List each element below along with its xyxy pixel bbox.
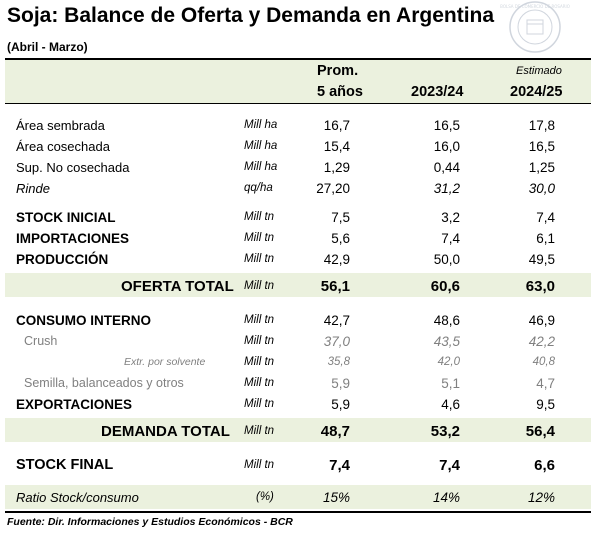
row-label-semilla: Semilla, balanceados y otros <box>24 376 184 390</box>
row-unit-rinde: qq/ha <box>244 182 273 194</box>
row-label-importaciones: IMPORTACIONES <box>16 231 130 246</box>
value-5yr-rinde: 27,20 <box>316 181 350 196</box>
page-subtitle: (Abril - Marzo) <box>7 40 88 54</box>
value-2024-exportaciones: 9,5 <box>536 397 555 412</box>
row-label-extr-solvente: Extr. por solvente <box>124 356 206 368</box>
value-2024-semilla: 4,7 <box>536 376 555 391</box>
value-2023-stock-final: 7,4 <box>439 457 460 474</box>
value-2023-produccion: 50,0 <box>433 252 460 267</box>
oferta-total-band <box>5 273 591 297</box>
row-label-stock-final: STOCK FINAL <box>16 457 114 473</box>
row-label-area-cosechada: Área cosechada <box>16 139 110 154</box>
value-5yr-demanda-total: 48,7 <box>320 423 350 440</box>
row-unit-stock-final: Mill tn <box>244 459 275 471</box>
value-5yr-crush: 37,0 <box>323 334 350 349</box>
value-2023-stock-inicial: 3,2 <box>441 210 460 225</box>
row-unit-area-sembrada: Mill ha <box>244 119 278 131</box>
row-label-produccion: PRODUCCIÓN <box>16 252 109 267</box>
value-2023-consumo-interno: 48,6 <box>433 313 460 328</box>
value-2024-produccion: 49,5 <box>528 252 555 267</box>
value-5yr-sup-no-cosechada: 1,29 <box>323 160 350 175</box>
source-note: Fuente: Dir. Informaciones y Estudios Ec… <box>7 516 293 528</box>
row-unit-importaciones: Mill tn <box>244 232 275 244</box>
value-2023-crush: 43,5 <box>433 334 460 349</box>
value-5yr-produccion: 42,9 <box>323 252 350 267</box>
row-label-demanda-total: DEMANDA TOTAL <box>101 423 230 440</box>
row-label-crush: Crush <box>24 334 58 348</box>
value-5yr-stock-inicial: 7,5 <box>331 210 350 225</box>
bottom-rule <box>5 511 591 513</box>
value-5yr-semilla: 5,9 <box>331 376 350 391</box>
value-2023-exportaciones: 4,6 <box>441 397 460 412</box>
row-unit-sup-no-cosechada: Mill ha <box>244 161 278 173</box>
value-2024-area-sembrada: 17,8 <box>528 118 555 133</box>
row-label-exportaciones: EXPORTACIONES <box>16 397 133 412</box>
header-rule <box>5 103 591 104</box>
value-2023-area-sembrada: 16,5 <box>433 118 460 133</box>
value-5yr-importaciones: 5,6 <box>331 231 350 246</box>
row-label-ratio: Ratio Stock/consumo <box>16 490 139 505</box>
value-5yr-oferta-total: 56,1 <box>320 278 350 295</box>
row-label-sup-no-cosechada: Sup. No cosechada <box>16 160 130 175</box>
value-2023-ratio: 14% <box>432 490 460 505</box>
value-2023-area-cosechada: 16,0 <box>433 139 460 154</box>
value-2024-area-cosechada: 16,5 <box>528 139 555 154</box>
value-5yr-area-cosechada: 15,4 <box>323 139 350 154</box>
value-2024-stock-final: 6,6 <box>534 457 555 474</box>
row-label-stock-inicial: STOCK INICIAL <box>16 210 116 225</box>
value-2023-importaciones: 7,4 <box>441 231 460 246</box>
value-2024-importaciones: 6,1 <box>536 231 555 246</box>
row-unit-semilla: Mill tn <box>244 377 275 389</box>
row-unit-extr-solvente: Mill tn <box>244 356 275 368</box>
value-2023-rinde: 31,2 <box>433 181 460 196</box>
demanda-total-band <box>5 418 591 442</box>
row-unit-produccion: Mill tn <box>244 253 275 265</box>
row-label-area-sembrada: Área sembrada <box>16 118 105 133</box>
row-label-consumo-interno: CONSUMO INTERNO <box>16 313 151 328</box>
value-5yr-extr-solvente: 35,8 <box>327 356 350 368</box>
header-band <box>5 60 591 103</box>
value-2024-oferta-total: 63,0 <box>525 278 555 295</box>
col1-header-line2: 5 años <box>317 84 363 100</box>
top-rule <box>5 58 591 60</box>
value-5yr-area-sembrada: 16,7 <box>323 118 350 133</box>
ratio-band <box>5 485 591 509</box>
row-unit-demanda-total: Mill tn <box>244 425 275 437</box>
value-2024-crush: 42,2 <box>528 334 555 349</box>
row-unit-crush: Mill tn <box>244 335 275 347</box>
value-2024-demanda-total: 56,4 <box>525 423 555 440</box>
page-title: Soja: Balance de Oferta y Demanda en Arg… <box>7 4 495 27</box>
col3-header-note: Estimado <box>516 65 562 77</box>
row-unit-area-cosechada: Mill ha <box>244 140 278 152</box>
col1-header-line1: Prom. <box>317 63 359 79</box>
value-2024-extr-solvente: 40,8 <box>532 356 555 368</box>
value-5yr-consumo-interno: 42,7 <box>323 313 350 328</box>
value-2023-sup-no-cosechada: 0,44 <box>433 160 460 175</box>
row-unit-ratio: (%) <box>256 491 274 503</box>
value-5yr-exportaciones: 5,9 <box>331 397 350 412</box>
value-2024-sup-no-cosechada: 1,25 <box>528 160 555 175</box>
row-unit-stock-inicial: Mill tn <box>244 211 275 223</box>
value-2024-consumo-interno: 46,9 <box>528 313 555 328</box>
value-2023-extr-solvente: 42,0 <box>437 356 460 368</box>
value-2024-ratio: 12% <box>527 490 555 505</box>
value-2024-rinde: 30,0 <box>528 181 555 196</box>
col2-header: 2023/24 <box>411 84 464 100</box>
row-label-rinde: Rinde <box>16 181 50 196</box>
value-2023-semilla: 5,1 <box>441 376 460 391</box>
row-unit-exportaciones: Mill tn <box>244 398 275 410</box>
col3-header: 2024/25 <box>510 84 563 100</box>
value-5yr-stock-final: 7,4 <box>329 457 350 474</box>
seal-text: BOLSA DE COMERCIO DE ROSARIO <box>500 4 570 9</box>
value-2024-stock-inicial: 7,4 <box>536 210 555 225</box>
value-2023-demanda-total: 53,2 <box>430 423 460 440</box>
value-2023-oferta-total: 60,6 <box>430 278 460 295</box>
row-unit-consumo-interno: Mill tn <box>244 314 275 326</box>
bcr-seal-logo: BOLSA DE COMERCIO DE ROSARIO <box>500 1 570 53</box>
row-label-oferta-total: OFERTA TOTAL <box>121 278 234 295</box>
row-unit-oferta-total: Mill tn <box>244 280 275 292</box>
value-5yr-ratio: 15% <box>322 490 350 505</box>
